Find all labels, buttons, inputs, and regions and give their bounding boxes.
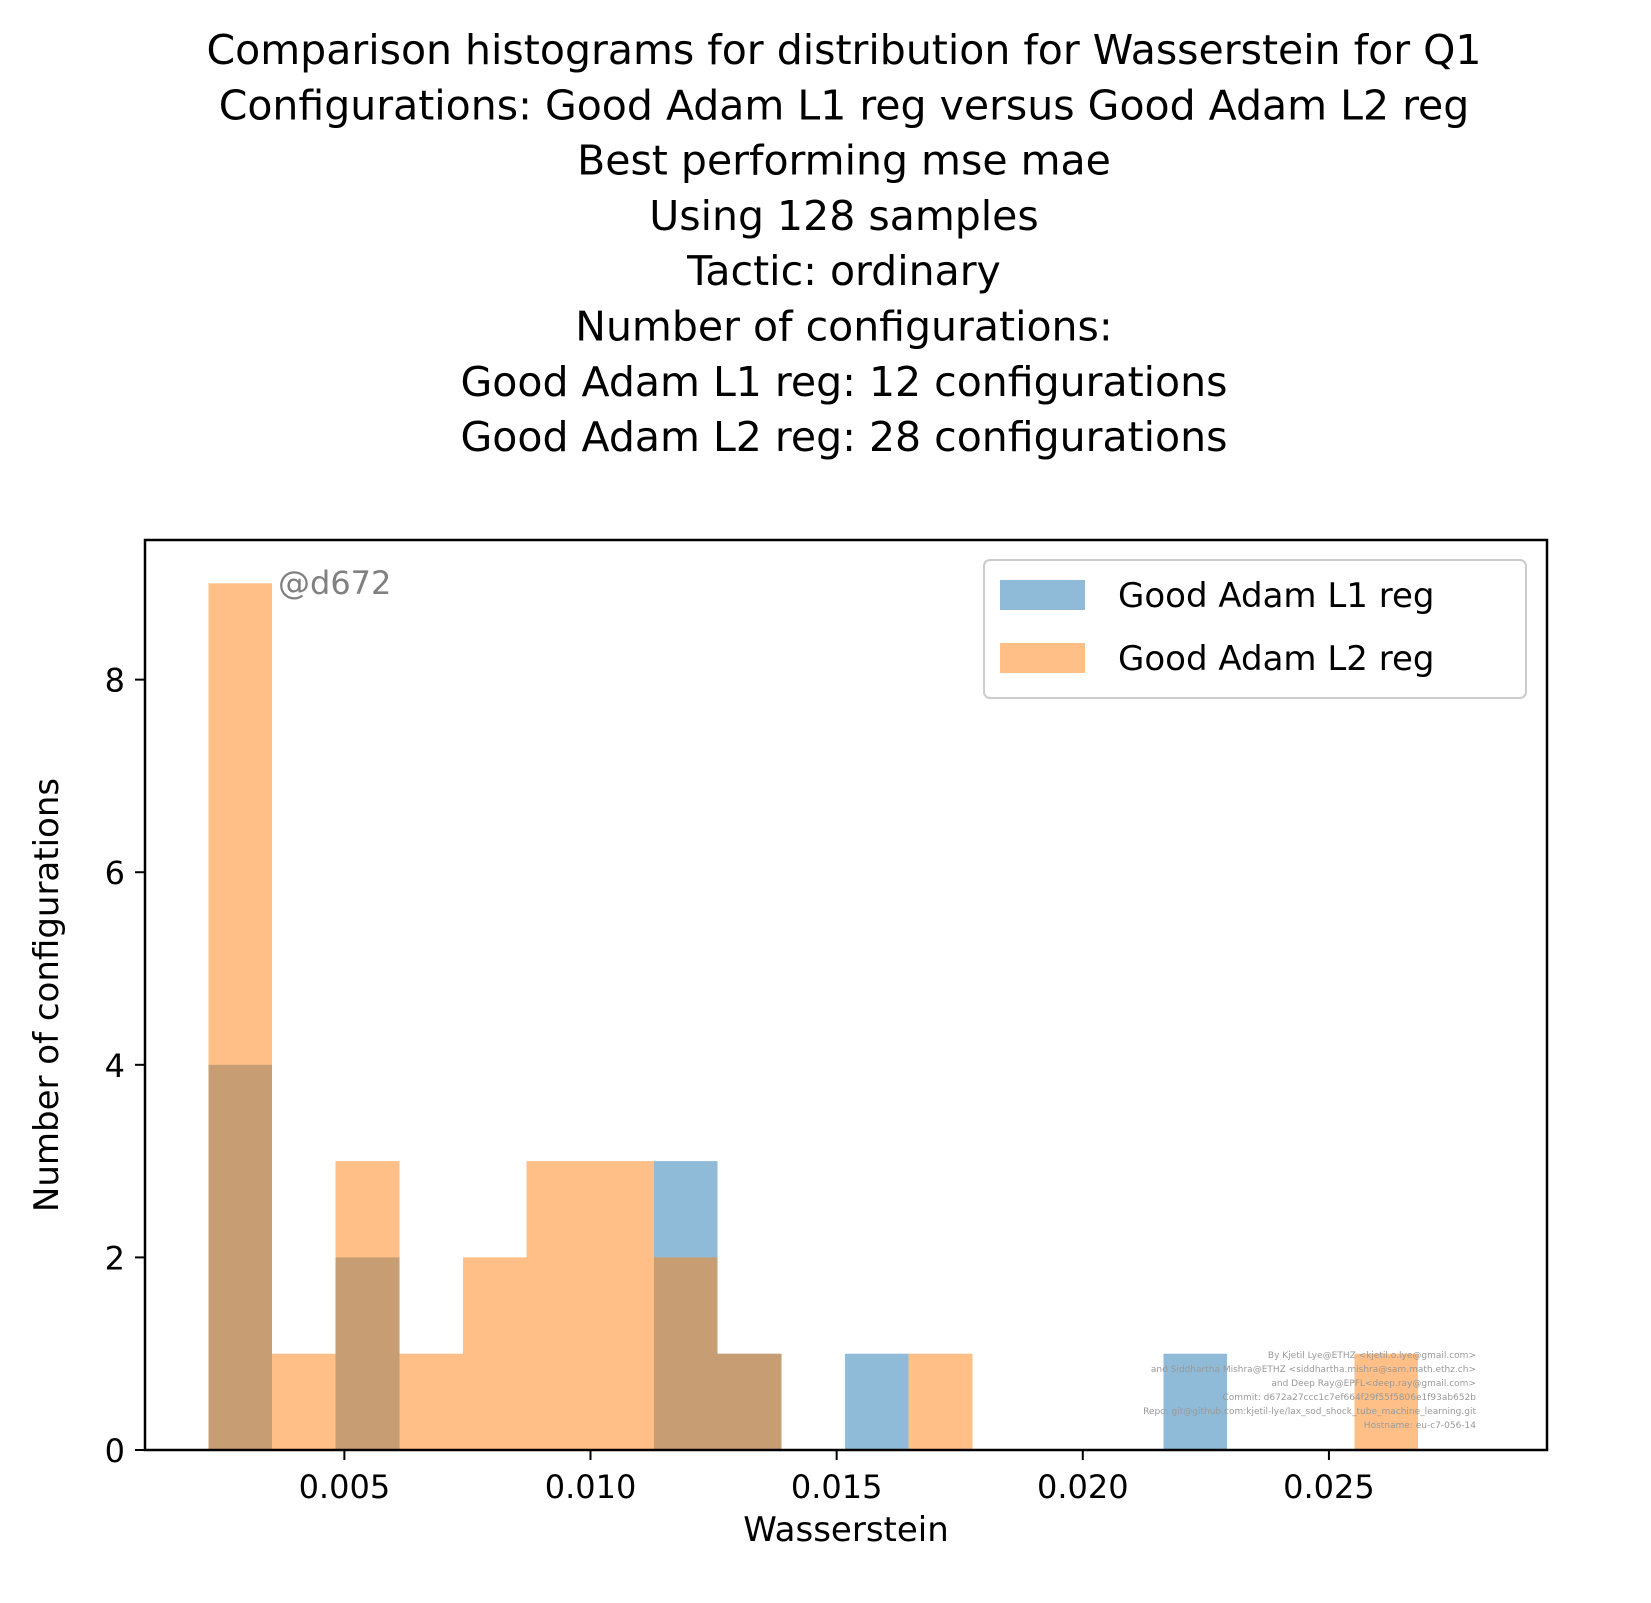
histogram-bar — [335, 1161, 400, 1450]
title-line: Number of configurations: — [575, 303, 1112, 351]
histogram-bar — [590, 1161, 655, 1450]
histogram-bar — [908, 1353, 973, 1450]
chart-title: Comparison histograms for distribution f… — [207, 26, 1482, 461]
y-tick-label: 0 — [105, 1432, 125, 1470]
histogram-bar — [1354, 1353, 1419, 1450]
histogram-bar — [208, 583, 273, 1450]
y-tick-label: 2 — [105, 1239, 125, 1277]
histogram-bar — [526, 1161, 591, 1450]
plot-frame — [143, 538, 1549, 1452]
title-line: Configurations: Good Adam L1 reg versus … — [219, 81, 1470, 129]
histogram-bar — [845, 1353, 909, 1450]
y-tick-label: 8 — [105, 662, 125, 700]
commit-annotation: @d672 — [278, 564, 391, 602]
title-line: Tactic: ordinary — [686, 247, 1001, 295]
legend: Good Adam L1 reg Good Adam L2 reg — [983, 559, 1527, 699]
x-tick-label: 0.005 — [299, 1468, 391, 1506]
title-line: Good Adam L2 reg: 28 configurations — [461, 413, 1228, 461]
legend-swatch — [1000, 580, 1085, 610]
credit-line: and Deep Ray@EPFL<deep.ray@gmail.com> — [1271, 1379, 1476, 1389]
y-axis-ticks: 0 2 4 6 8 — [105, 662, 145, 1470]
title-line: Good Adam L1 reg: 12 configurations — [461, 358, 1228, 406]
legend-swatch — [1000, 643, 1085, 673]
x-tick-label: 0.010 — [545, 1468, 637, 1506]
legend-entry: Good Adam L2 reg — [1118, 639, 1434, 679]
x-axis-ticks: 0.005 0.010 0.015 0.020 0.025 — [299, 1450, 1375, 1506]
histogram-bar — [1163, 1353, 1228, 1450]
title-line: Using 128 samples — [649, 192, 1039, 240]
histogram-bars — [208, 583, 1419, 1450]
x-tick-label: 0.015 — [791, 1468, 883, 1506]
histogram-bar — [399, 1353, 464, 1450]
title-line: Comparison histograms for distribution f… — [207, 26, 1482, 74]
y-axis-label: Number of configurations — [27, 778, 67, 1212]
legend-box — [983, 559, 1527, 699]
credit-line: Commit: d672a27ccc1c7ef664f29f55f5806e1f… — [1222, 1393, 1476, 1403]
credit-line: By Kjetil Lye@ETHZ <kjetil.o.lye@gmail.c… — [1268, 1351, 1476, 1361]
credit-line: Hostname: eu-c7-056-14 — [1364, 1421, 1476, 1431]
credit-line: Repo: git@github.com:kjetil-lye/lax_sod_… — [1143, 1407, 1476, 1417]
x-axis-label: Wasserstein — [743, 1510, 949, 1550]
y-tick-label: 4 — [105, 1047, 125, 1085]
histogram-bar — [654, 1257, 718, 1450]
credit-line: and Siddhartha Mishra@ETHZ <siddhartha.m… — [1151, 1365, 1476, 1375]
histogram-bar — [463, 1257, 527, 1450]
title-line: Best performing mse mae — [577, 137, 1111, 185]
histogram-bar — [717, 1353, 782, 1450]
x-tick-label: 0.025 — [1283, 1468, 1375, 1506]
legend-entry: Good Adam L1 reg — [1118, 576, 1434, 616]
y-tick-label: 6 — [105, 854, 125, 892]
x-tick-label: 0.020 — [1037, 1468, 1129, 1506]
histogram-bar — [272, 1353, 336, 1450]
credits-text: By Kjetil Lye@ETHZ <kjetil.o.lye@gmail.c… — [1143, 1351, 1476, 1431]
